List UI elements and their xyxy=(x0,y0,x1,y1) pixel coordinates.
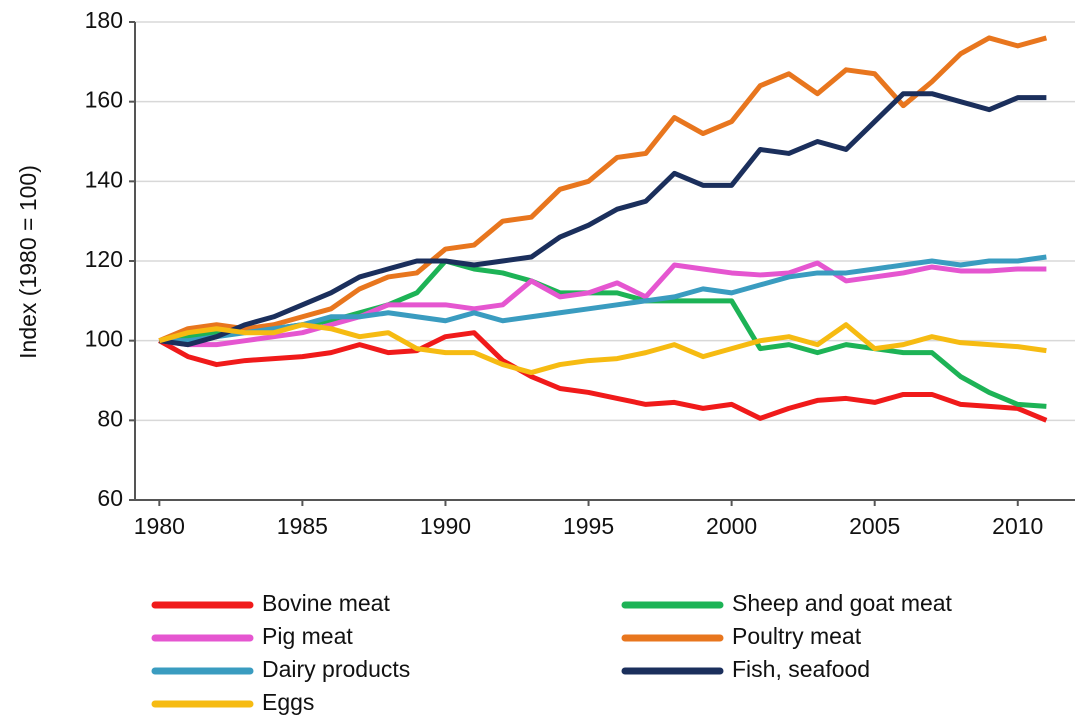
legend-label: Bovine meat xyxy=(262,590,390,616)
series-line xyxy=(158,91,1047,348)
x-tick-label: 1980 xyxy=(134,513,185,539)
x-tick-label: 2000 xyxy=(706,513,757,539)
x-tick-label: 1985 xyxy=(277,513,328,539)
legend-label: Fish, seafood xyxy=(732,656,870,682)
y-tick-label: 100 xyxy=(85,326,123,352)
y-tick-label: 80 xyxy=(97,405,123,431)
legend-label: Poultry meat xyxy=(732,623,862,649)
series-line xyxy=(158,260,1047,348)
series-line xyxy=(158,330,1048,423)
y-tick-label: 120 xyxy=(85,246,123,272)
legend-label: Eggs xyxy=(262,689,314,715)
x-tick-label: 2010 xyxy=(992,513,1043,539)
y-tick-label: 180 xyxy=(85,7,123,33)
legend-label: Sheep and goat meat xyxy=(732,590,953,616)
x-tick-label: 1995 xyxy=(563,513,614,539)
legend-label: Dairy products xyxy=(262,656,410,682)
y-tick-label: 60 xyxy=(97,485,123,511)
x-tick-label: 1990 xyxy=(420,513,471,539)
y-tick-label: 140 xyxy=(85,166,123,192)
y-axis-label: Index (1980 = 100) xyxy=(15,165,41,359)
x-tick-label: 2005 xyxy=(849,513,900,539)
legend-label: Pig meat xyxy=(262,623,353,649)
series-line xyxy=(158,322,1047,376)
y-tick-label: 160 xyxy=(85,87,123,113)
